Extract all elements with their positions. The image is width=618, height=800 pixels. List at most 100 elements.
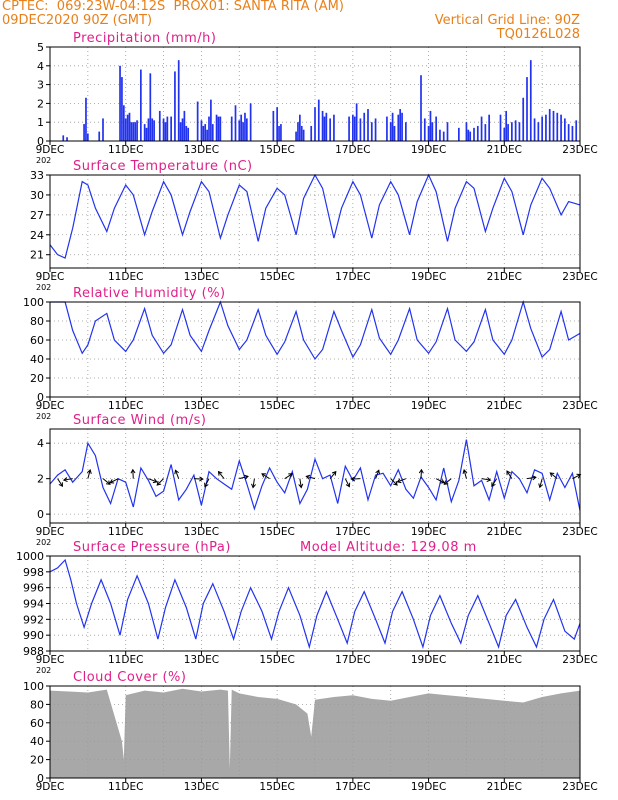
- panel-6-ytick-label: 80: [30, 698, 44, 711]
- panel-1-bar: [545, 114, 547, 141]
- panel-2-frame: [49, 174, 581, 269]
- panel-1-bar: [276, 107, 278, 141]
- wind-arrow: [87, 469, 91, 479]
- panel-4-xtick-label: 15DEC: [259, 526, 294, 538]
- panel-1-bar: [147, 118, 150, 141]
- panel-6-xtick-label: 9DEC: [36, 781, 65, 793]
- panel-1-bar: [177, 60, 180, 141]
- wind-arrow-head: [243, 474, 249, 480]
- panel-1-bar: [185, 125, 188, 141]
- panel-1-bar: [85, 97, 87, 141]
- panel-1-bar: [567, 124, 570, 141]
- wind-arrow-head: [174, 469, 179, 475]
- panel-4-xtick-label: 13DEC: [184, 526, 219, 538]
- panel-1-bar: [295, 131, 297, 141]
- panel-4-frame: [49, 428, 581, 524]
- wind-arrow-head: [345, 482, 351, 488]
- panel-3-ytick-label: 20: [30, 372, 44, 385]
- panel-1-bar: [560, 114, 562, 141]
- wind-arrow: [463, 469, 467, 479]
- panel-1-bar: [83, 124, 85, 141]
- wind-arrow-head: [199, 476, 204, 482]
- panel-1-bar: [476, 125, 479, 141]
- wind-arrow-head: [288, 473, 294, 478]
- panel-4-xtick-label: 21DEC: [487, 526, 522, 538]
- wind-arrow-head: [261, 473, 267, 478]
- wind-arrow: [491, 478, 498, 487]
- panel-5-xtick-label: 19DEC: [411, 654, 446, 666]
- panel-5-xtick-label: 15DEC: [259, 654, 294, 666]
- wind-arrow-head: [251, 483, 256, 489]
- panel-1-bar: [399, 109, 402, 141]
- header-line2-left: 09DEC2020 90Z (GMT): [2, 13, 153, 28]
- panel-1-bar: [121, 77, 123, 141]
- panel-1-bar: [299, 114, 301, 141]
- panel-1-bar: [374, 118, 377, 141]
- panel-3-title: Relative Humidity (%): [73, 286, 226, 301]
- panel-2-title: Surface Temperature (nC): [73, 159, 253, 174]
- wind-arrow: [435, 478, 445, 484]
- panel-1-bar: [556, 112, 559, 141]
- wind-arrow-head: [86, 469, 92, 474]
- panel-1-xtick-label: 19DEC: [411, 144, 446, 156]
- panel-1-bar: [431, 122, 434, 141]
- panel-2-ytick-label: 21: [30, 249, 44, 262]
- panel-1-bar: [333, 114, 335, 141]
- wind-arrow: [506, 470, 513, 479]
- panel-1-bar: [140, 69, 142, 141]
- panel-1-bar: [219, 116, 222, 141]
- wind-arrow-head: [375, 469, 380, 475]
- panel-1-bar: [480, 116, 483, 141]
- wind-arrow: [526, 476, 536, 480]
- panel-3-xtick-label: 17DEC: [335, 400, 370, 412]
- panel-2-ytick-label: 27: [30, 209, 44, 222]
- panel-1-bar: [272, 110, 275, 141]
- panel-1-bar: [348, 116, 350, 141]
- wind-arrow-head: [130, 468, 136, 474]
- panel-1-ytick-label: 0: [37, 135, 44, 148]
- wind-arrow-head: [105, 480, 111, 485]
- panel-1-bar: [174, 71, 176, 141]
- panel-1-bar: [420, 75, 422, 141]
- panel-1-bar: [102, 118, 104, 141]
- panel-1-bar: [389, 122, 392, 141]
- panel-1-bar: [484, 124, 487, 141]
- panel-1-bar: [202, 125, 205, 141]
- panel-2-xtick-label: 17DEC: [335, 271, 370, 283]
- wind-arrow-head: [443, 480, 449, 485]
- wind-arrow: [397, 478, 407, 483]
- panel-5-xtick-label: 17DEC: [335, 654, 370, 666]
- panel-1-bar: [240, 114, 243, 141]
- panel-1-bar: [499, 114, 502, 141]
- panel-1-bar: [507, 124, 509, 141]
- wind-arrow: [239, 475, 249, 480]
- panel-2-xtick-label: 11DEC: [108, 271, 143, 283]
- wind-arrow-head: [298, 483, 304, 489]
- panel-1-bar: [370, 122, 373, 141]
- panel-3-ytick-label: 0: [37, 391, 44, 404]
- header-line1-right: Vertical Grid Line: 90Z: [434, 13, 580, 28]
- panel-6-ytick-label: 100: [23, 680, 44, 693]
- panel-1-bar: [533, 118, 536, 141]
- panel-1-bar: [217, 116, 220, 141]
- wind-arrow: [549, 472, 558, 480]
- panel-1-bar: [541, 116, 543, 141]
- panel-5-ytick-label: 994: [23, 598, 44, 611]
- panel-4-xtick-label: 9DEC: [36, 526, 65, 538]
- panel-6-xtick-label: 23DEC: [562, 781, 597, 793]
- panel-1-bar: [514, 120, 517, 141]
- panel-1-bar: [134, 122, 137, 141]
- panel-1-bar: [181, 118, 184, 141]
- panel-1-bar: [310, 125, 313, 141]
- wind-arrow-head: [396, 478, 402, 484]
- panel-2-xtick-label: 19DEC: [411, 271, 446, 283]
- panel-3-xtick-label: 13DEC: [184, 400, 219, 412]
- panel-1-bar: [397, 114, 400, 141]
- panel-4-ytick-label: 2: [37, 473, 44, 486]
- panel-3-xtick-label: 19DEC: [411, 400, 446, 412]
- panel-5-title: Surface Pressure (hPa): [73, 540, 231, 555]
- panel-6-xtick-label: 21DEC: [487, 781, 522, 793]
- panel-1-bar: [215, 114, 218, 141]
- panel-5-ytick-label: 988: [23, 645, 44, 658]
- panel-1-bar: [352, 114, 354, 141]
